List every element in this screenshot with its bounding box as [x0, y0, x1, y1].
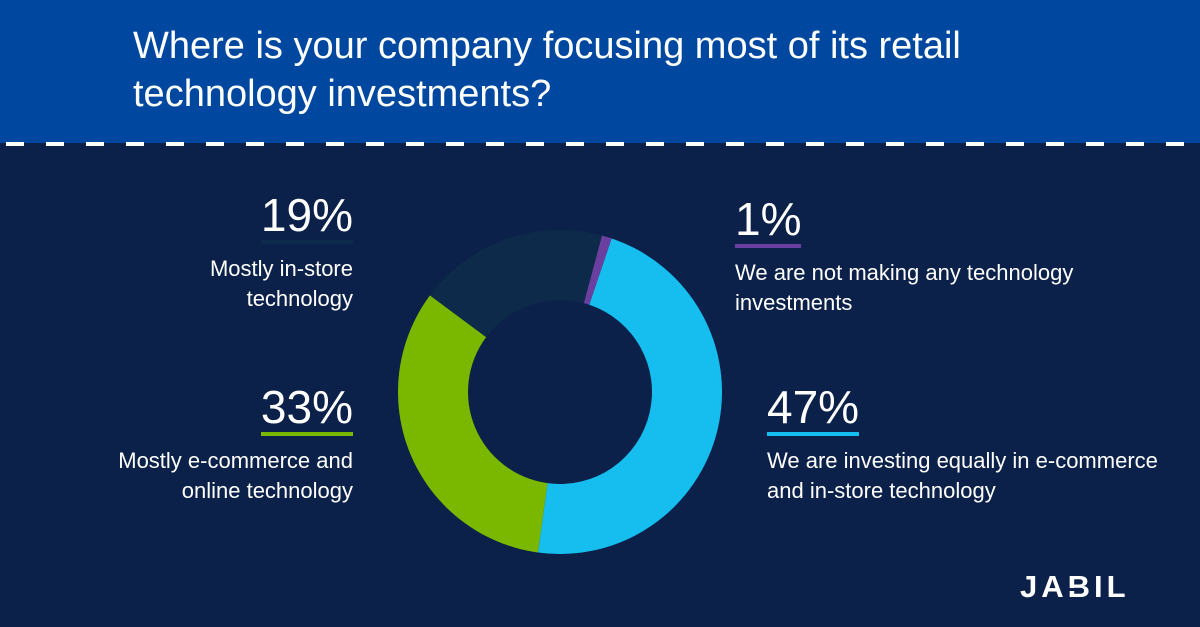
callout-equal: 47% We are investing equally in e-commer… — [767, 384, 1177, 506]
donut-slice-1 — [538, 238, 723, 554]
callout-equal-label: We are investing equally in e-commerce a… — [767, 446, 1177, 506]
callout-ecommerce-label: Mostly e-commerce and online technology — [93, 446, 353, 506]
donut-slice-3 — [429, 230, 602, 338]
logo-a-crossbar — [1062, 588, 1076, 591]
callout-ecommerce: 33% Mostly e-commerce and online technol… — [93, 384, 353, 506]
callout-ecommerce-value: 33% — [260, 384, 353, 436]
chart-title: Where is your company focusing most of i… — [133, 25, 961, 115]
callout-equal-value: 47% — [767, 384, 860, 436]
callout-instore-label-text: Mostly in-store technology — [209, 256, 353, 311]
jabil-logo: JABIL — [1020, 569, 1130, 604]
donut-slice-2 — [398, 295, 548, 553]
callout-instore-value: 19% — [260, 192, 353, 244]
callout-instore-label: Mostly in-store technology — [183, 254, 353, 314]
callout-none-label: We are not making any technology investm… — [735, 258, 1115, 318]
callout-instore: 19% Mostly in-store technology — [183, 192, 353, 314]
callout-none-label-text: We are not making any technology investm… — [735, 260, 1074, 315]
callout-ecommerce-label-text: Mostly e-commerce and online technology — [118, 448, 353, 503]
callout-equal-label-text: We are investing equally in e-commerce a… — [767, 448, 1158, 503]
donut-chart — [398, 230, 723, 554]
logo-text: JABIL — [1020, 569, 1130, 604]
header-banner: Where is your company focusing most of i… — [0, 0, 1200, 143]
dashed-divider — [0, 142, 1200, 146]
callout-none: 1% We are not making any technology inve… — [735, 196, 1115, 318]
donut-slice-0 — [583, 235, 612, 305]
callout-none-value: 1% — [735, 196, 802, 248]
